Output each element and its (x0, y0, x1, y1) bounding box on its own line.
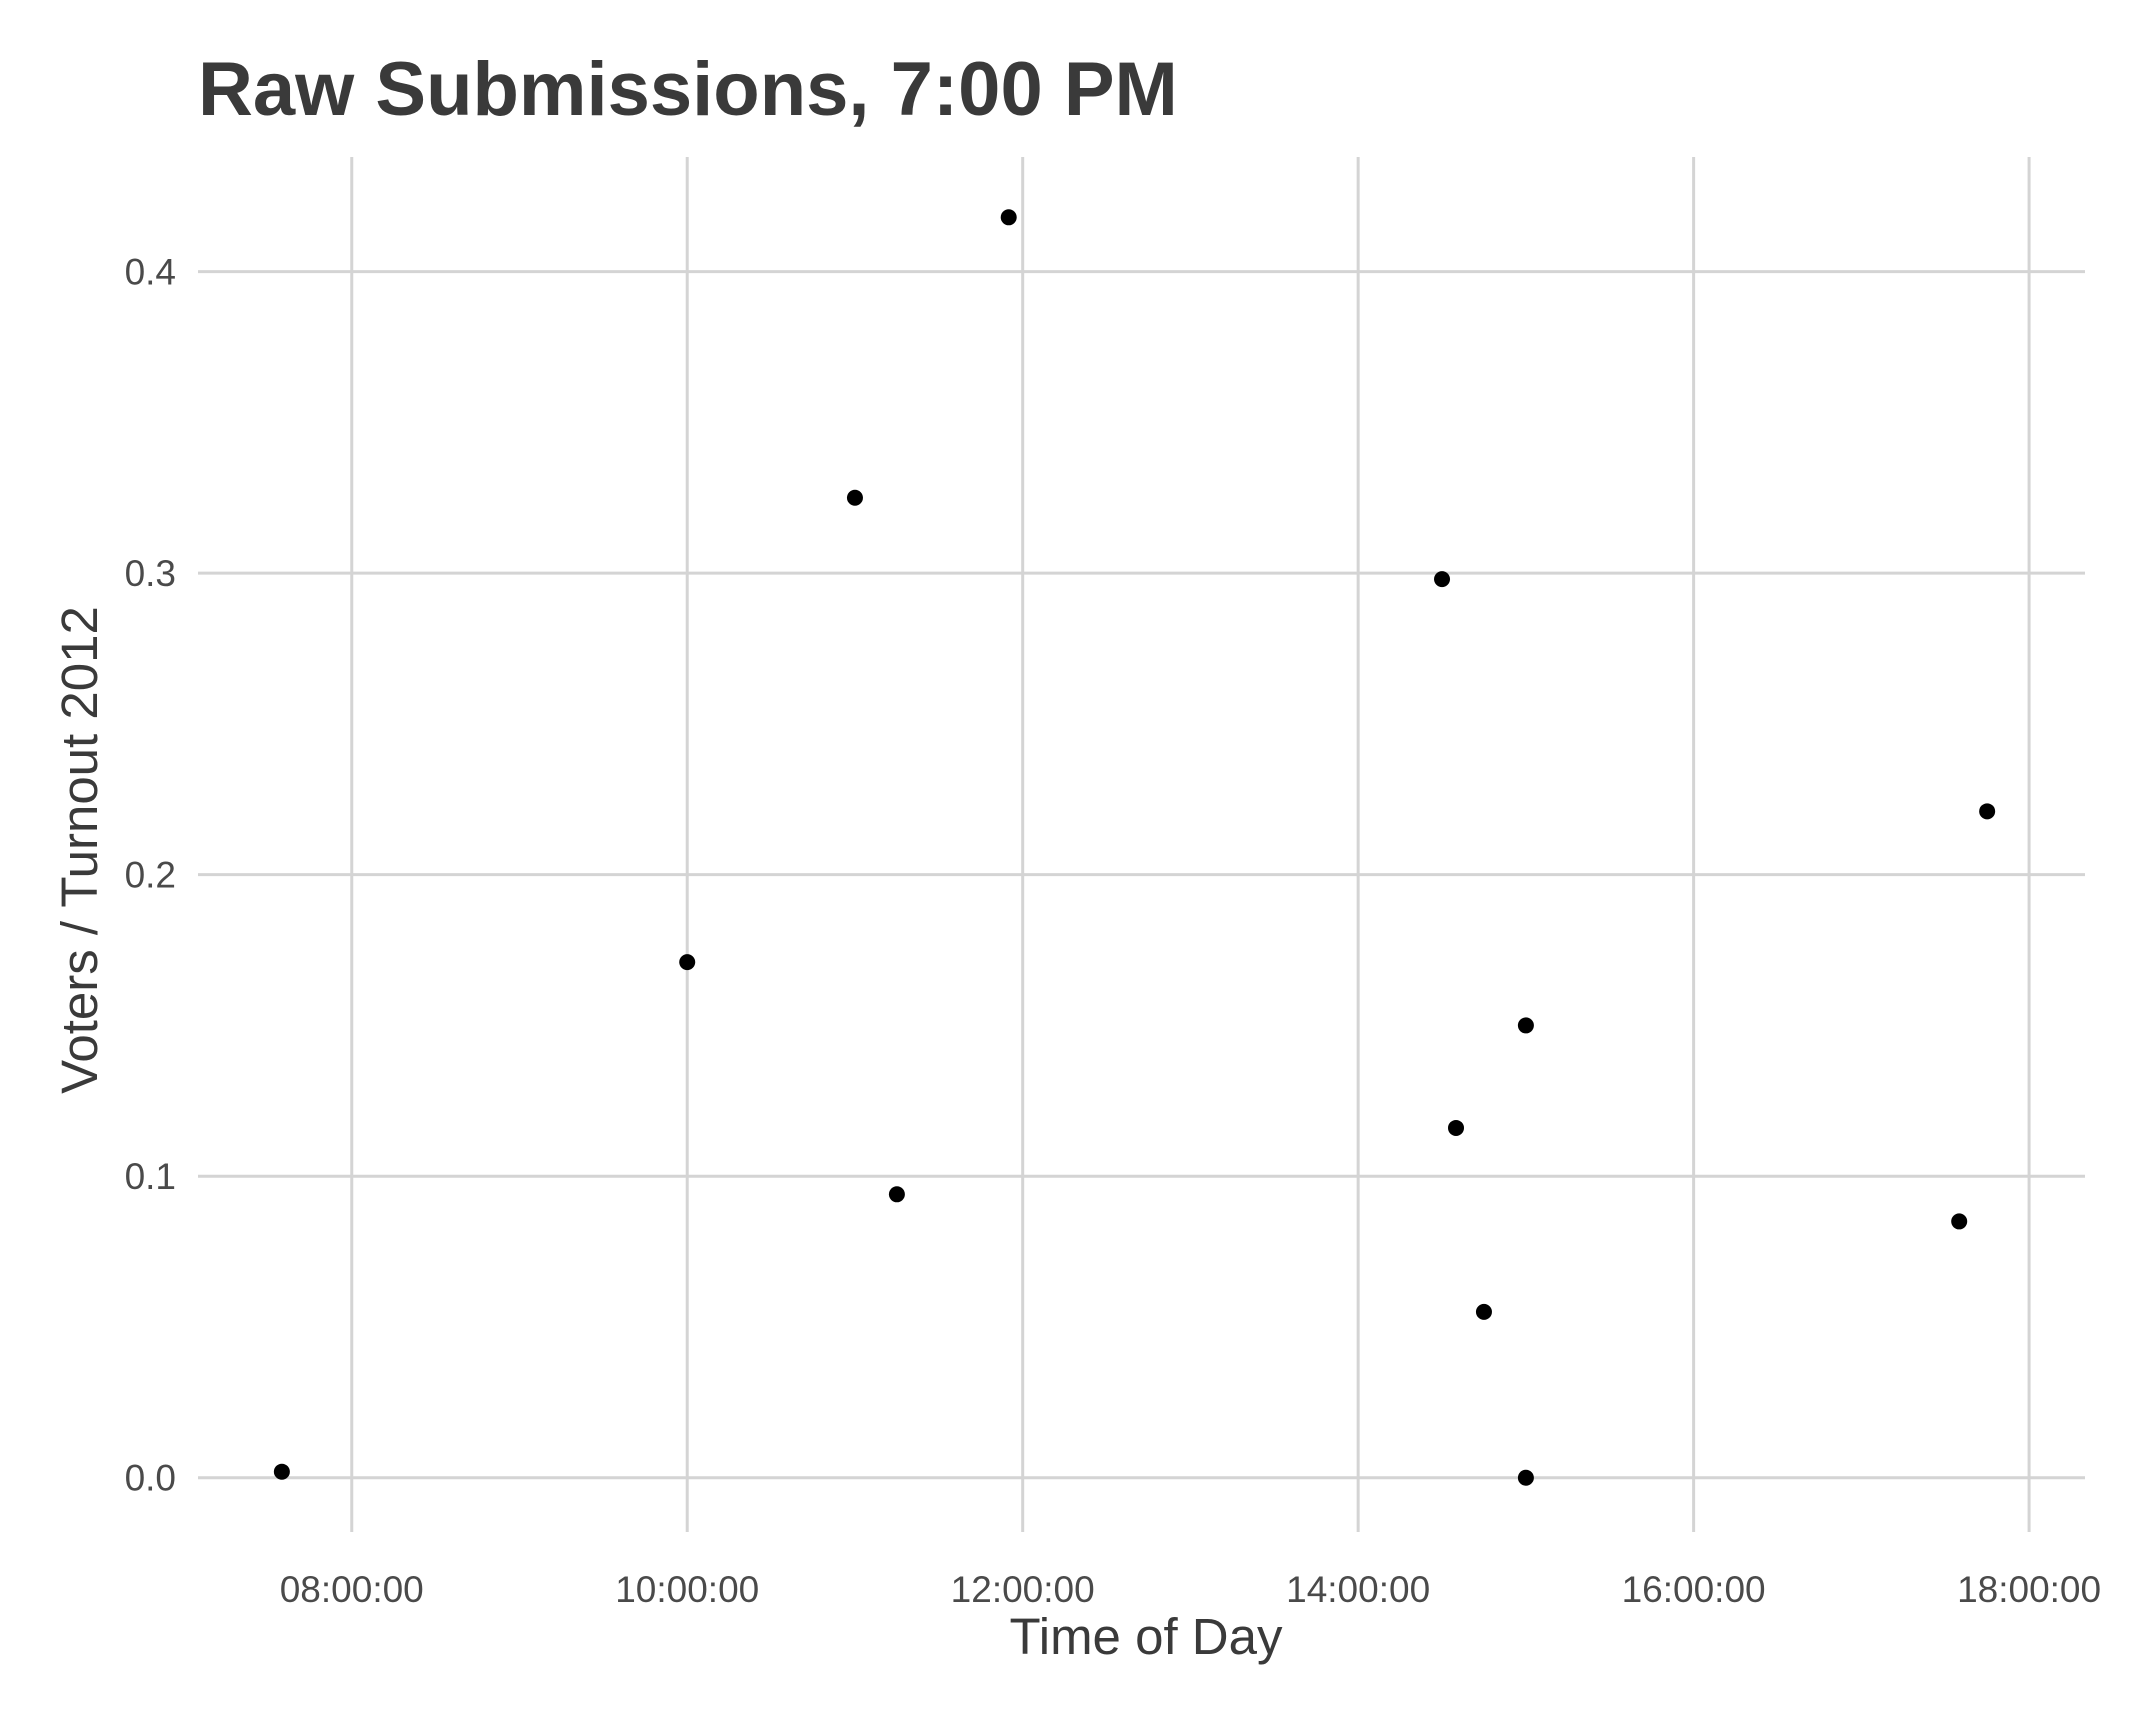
x-tick-label: 18:00:00 (1957, 1569, 2101, 1610)
y-tick-label: 0.0 (125, 1458, 176, 1499)
data-point (846, 489, 863, 506)
data-point (679, 954, 696, 971)
y-tick-label: 0.4 (125, 252, 176, 293)
y-tick-label: 0.1 (125, 1156, 176, 1197)
y-tick-label: 0.2 (125, 855, 176, 896)
y-axis-label: Voters / Turnout 2012 (51, 606, 108, 1094)
data-point (1448, 1119, 1464, 1136)
x-gridlines (350, 157, 2031, 1532)
data-point (1434, 571, 1451, 588)
x-tick-label: 12:00:00 (951, 1569, 1095, 1610)
data-point (1000, 209, 1017, 226)
data-point (1951, 1213, 1968, 1230)
data-point (1475, 1303, 1492, 1320)
y-tick-labels: 0.0 0.1 0.2 0.3 0.4 (125, 252, 176, 1499)
x-tick-labels: 08:00:00 10:00:00 12:00:00 14:00:00 16:00:00… (280, 1569, 2101, 1610)
data-point (1979, 803, 1996, 820)
x-tick-label: 14:00:00 (1286, 1569, 1430, 1610)
data-point (273, 1463, 290, 1480)
data-point (888, 1186, 905, 1203)
chart-title: Raw Submissions, 7:00 PM (198, 47, 1178, 132)
x-tick-label: 08:00:00 (280, 1569, 424, 1610)
y-tick-label: 0.3 (125, 553, 176, 594)
x-tick-label: 10:00:00 (615, 1569, 759, 1610)
data-point (1517, 1017, 1534, 1034)
x-tick-label: 16:00:00 (1622, 1569, 1766, 1610)
data-points (273, 209, 1996, 1486)
y-gridlines (198, 270, 2085, 1480)
x-axis-label: Time of Day (1009, 1608, 1283, 1665)
data-point (1517, 1469, 1534, 1486)
